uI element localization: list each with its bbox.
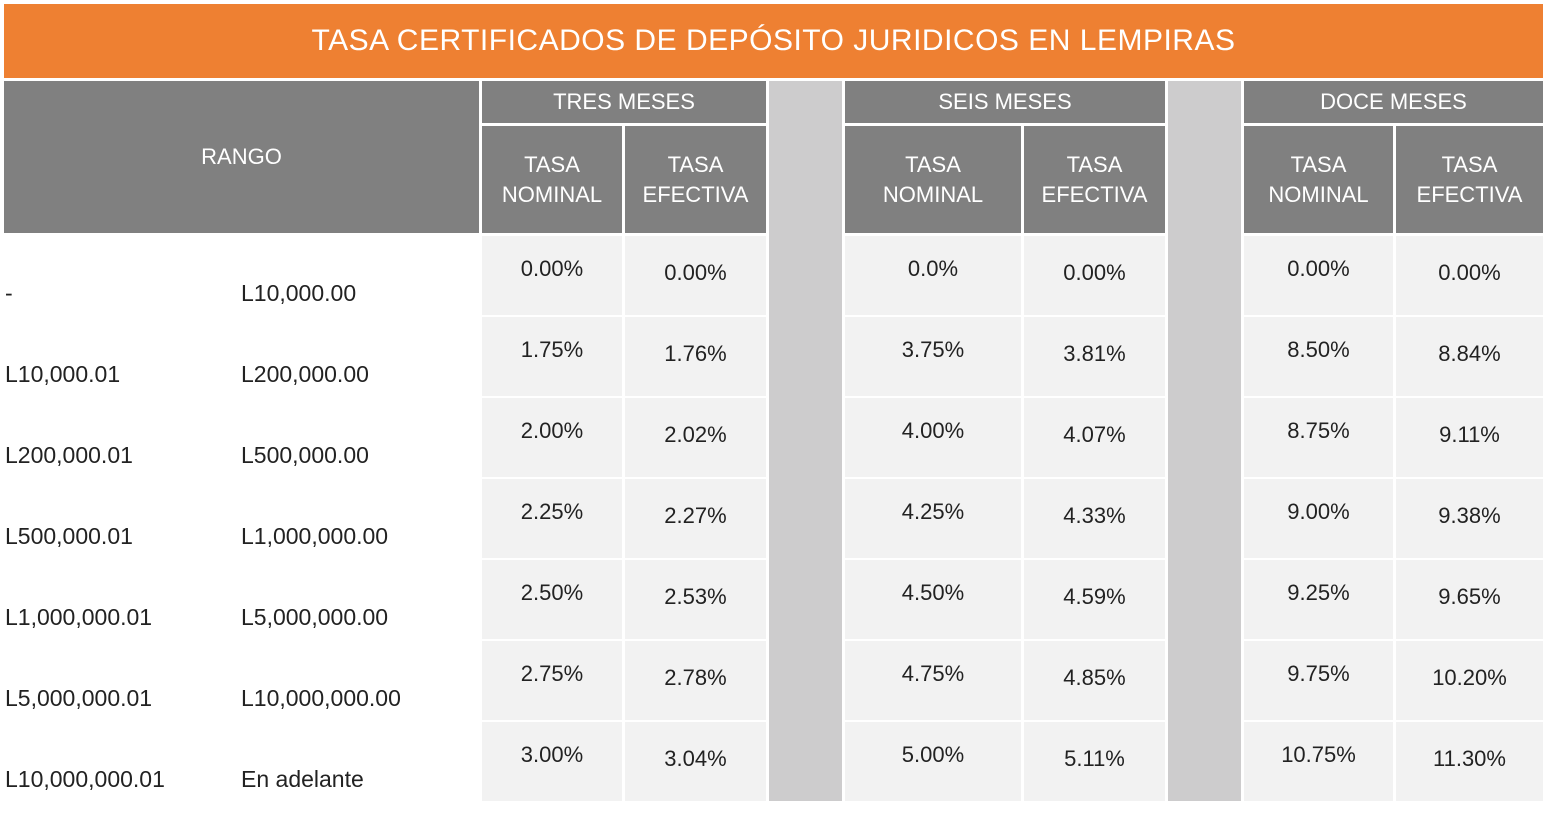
header-line: TASA — [905, 151, 961, 177]
header-tasa-nominal: TASA NOMINAL — [1244, 126, 1393, 233]
nominal-rate-cell: 8.50% — [1244, 317, 1393, 396]
effective-rate-cell: 2.53% — [625, 560, 766, 639]
nominal-rate-cell: 3.00% — [482, 722, 622, 801]
nominal-rate-cell: 0.00% — [482, 236, 622, 315]
effective-rate-cell: 9.65% — [1396, 560, 1543, 639]
range-to: L5,000,000.00 — [241, 604, 389, 630]
header-tasa-nominal: TASA NOMINAL — [482, 126, 622, 233]
header-tasa-efectiva: TASA EFECTIVA — [1396, 126, 1543, 233]
header-rango: RANGO — [4, 81, 479, 233]
header-line: EFECTIVA — [1041, 181, 1148, 207]
effective-rate-cell: 3.81% — [1024, 317, 1165, 396]
effective-rate-cell: 0.00% — [625, 236, 766, 315]
header-seis-meses: SEIS MESES — [845, 81, 1165, 123]
range-to: L500,000.00 — [241, 442, 369, 468]
effective-rate-cell: 0.00% — [1396, 236, 1543, 315]
effective-rate-cell: 4.33% — [1024, 479, 1165, 558]
header-line: TASA — [667, 151, 724, 177]
column-spacer — [1168, 81, 1241, 801]
nominal-rate-cell: 4.50% — [845, 560, 1021, 639]
range-from: L5,000,000.01 — [5, 685, 153, 711]
range-to: L10,000.00 — [241, 280, 357, 306]
effective-rate-cell: 1.76% — [625, 317, 766, 396]
nominal-rate-cell: 1.75% — [482, 317, 622, 396]
nominal-rate-cell: 4.00% — [845, 398, 1021, 477]
header-line: TASA — [1290, 151, 1347, 177]
header-tasa-efectiva: TASA EFECTIVA — [1024, 126, 1165, 233]
header-doce-meses: DOCE MESES — [1244, 81, 1543, 123]
effective-rate-cell: 2.02% — [625, 398, 766, 477]
nominal-rate-cell: 9.25% — [1244, 560, 1393, 639]
effective-rate-cell: 3.04% — [625, 722, 766, 801]
header-line: TASA — [1441, 151, 1498, 177]
header-line: NOMINAL — [1268, 181, 1369, 207]
nominal-rate-cell: 5.00% — [845, 722, 1021, 801]
range-to: L1,000,000.00 — [241, 523, 389, 549]
effective-rate-cell: 4.07% — [1024, 398, 1165, 477]
nominal-rate-cell: 0.00% — [1244, 236, 1393, 315]
effective-rate-cell: 2.78% — [625, 641, 766, 720]
header-tasa-nominal: TASA NOMINAL — [845, 126, 1021, 233]
nominal-rate-cell: 3.75% — [845, 317, 1021, 396]
header-line: NOMINAL — [882, 181, 984, 207]
header-line: NOMINAL — [501, 181, 603, 207]
nominal-rate-cell: 2.75% — [482, 641, 622, 720]
effective-rate-cell: 9.11% — [1396, 398, 1543, 477]
range-from: L500,000.01 — [5, 523, 133, 549]
table-title: TASA CERTIFICADOS DE DEPÓSITO JURIDICOS … — [4, 4, 1543, 78]
effective-rate-cell: 9.38% — [1396, 479, 1543, 558]
effective-rate-cell: 4.85% — [1024, 641, 1165, 720]
effective-rate-cell: 8.84% — [1396, 317, 1543, 396]
nominal-rate-cell: 4.25% — [845, 479, 1021, 558]
nominal-rate-cell: 9.75% — [1244, 641, 1393, 720]
range-to: L200,000.00 — [241, 361, 369, 387]
effective-rate-cell: 2.27% — [625, 479, 766, 558]
nominal-rate-cell: 2.00% — [482, 398, 622, 477]
effective-rate-cell: 0.00% — [1024, 236, 1165, 315]
range-from: L1,000,000.01 — [5, 604, 153, 630]
header-line: EFECTIVA — [642, 181, 749, 207]
effective-rate-cell: 4.59% — [1024, 560, 1165, 639]
effective-rate-cell: 10.20% — [1396, 641, 1543, 720]
nominal-rate-cell: 8.75% — [1244, 398, 1393, 477]
range-from: - — [5, 280, 13, 306]
nominal-rate-cell: 10.75% — [1244, 722, 1393, 801]
nominal-rate-cell: 2.50% — [482, 560, 622, 639]
header-line: TASA — [1066, 151, 1123, 177]
range-from: L10,000,000.01 — [5, 766, 165, 792]
header-line: TASA — [524, 151, 580, 177]
effective-rate-cell: 5.11% — [1024, 722, 1165, 801]
range-from: L200,000.01 — [5, 442, 133, 468]
range-to: En adelante — [241, 766, 364, 792]
column-spacer — [769, 81, 842, 801]
header-line: EFECTIVA — [1416, 181, 1523, 207]
nominal-rate-cell: 2.25% — [482, 479, 622, 558]
range-to: L10,000,000.00 — [241, 685, 401, 711]
header-tres-meses: TRES MESES — [482, 81, 766, 123]
range-from: L10,000.01 — [5, 361, 121, 387]
nominal-rate-cell: 9.00% — [1244, 479, 1393, 558]
header-tasa-efectiva: TASA EFECTIVA — [625, 126, 766, 233]
nominal-rate-cell: 4.75% — [845, 641, 1021, 720]
effective-rate-cell: 11.30% — [1396, 722, 1543, 801]
nominal-rate-cell: 0.0% — [845, 236, 1021, 315]
